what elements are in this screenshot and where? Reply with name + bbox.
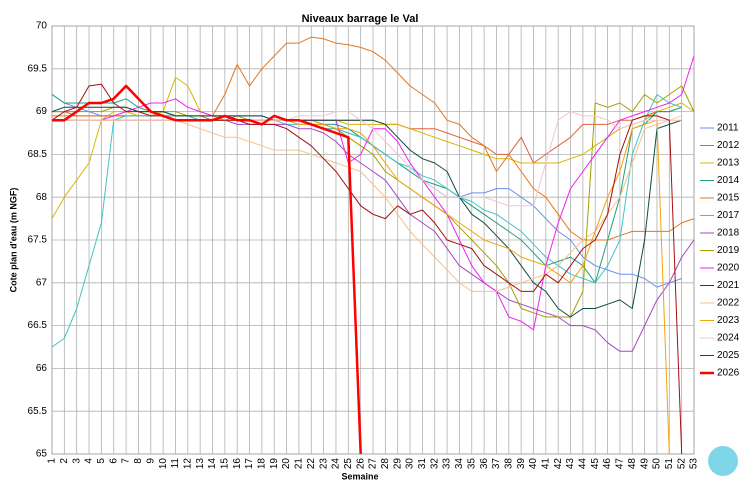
x-tick-label: 39 <box>516 458 527 470</box>
y-tick-label: 68 <box>36 192 48 203</box>
x-tick-label: 8 <box>133 458 144 464</box>
x-tick-label: 25 <box>343 458 354 470</box>
series-line <box>52 84 362 455</box>
legend-label: 2024 <box>717 333 740 344</box>
x-tick-label: 45 <box>590 458 601 470</box>
x-tick-label: 32 <box>429 458 440 470</box>
legend-label: 2015 <box>717 193 740 204</box>
x-tick-label: 34 <box>454 458 465 470</box>
x-axis-label: Semaine <box>341 471 378 481</box>
x-tick-label: 28 <box>380 458 391 470</box>
y-tick-label: 70 <box>36 21 48 32</box>
x-tick-label: 16 <box>232 458 243 470</box>
x-tick-label: 20 <box>281 458 292 470</box>
y-tick-label: 67.5 <box>28 235 48 246</box>
x-tick-label: 33 <box>442 458 453 470</box>
x-tick-label: 7 <box>121 458 132 464</box>
x-tick-label: 47 <box>615 458 626 470</box>
legend-label: 2011 <box>717 123 739 134</box>
x-tick-label: 13 <box>195 458 206 470</box>
x-tick-label: 11 <box>170 458 181 469</box>
x-tick-label: 14 <box>207 458 218 470</box>
x-tick-label: 43 <box>565 458 576 470</box>
x-tick-label: 51 <box>664 458 675 470</box>
x-tick-label: 37 <box>491 458 502 470</box>
x-tick-label: 5 <box>96 458 107 464</box>
legend-label: 2023 <box>717 315 740 326</box>
x-tick-label: 23 <box>318 458 329 470</box>
logo-icon <box>708 446 738 476</box>
legend-label: 2021 <box>717 280 740 291</box>
legend-label: 2020 <box>717 263 740 274</box>
x-tick-label: 30 <box>405 458 416 470</box>
x-tick-label: 18 <box>257 458 268 470</box>
x-tick-label: 21 <box>294 458 305 470</box>
x-tick-label: 6 <box>108 458 119 464</box>
series-line <box>51 83 683 455</box>
legend-label: 2014 <box>717 175 740 186</box>
x-tick-label: 27 <box>368 458 379 470</box>
x-tick-label: 3 <box>71 458 82 464</box>
y-tick-label: 69 <box>36 106 48 117</box>
series-line <box>51 76 695 219</box>
y-tick-label: 65 <box>36 449 48 460</box>
x-tick-label: 2 <box>59 458 70 464</box>
x-tick-label: 41 <box>540 458 551 470</box>
x-tick-label: 53 <box>689 458 700 470</box>
series-line <box>51 106 682 318</box>
y-tick-label: 65.5 <box>28 406 48 417</box>
x-tick-label: 42 <box>553 458 564 470</box>
legend-label: 2012 <box>717 140 740 151</box>
x-tick-label: 17 <box>244 458 255 470</box>
x-tick-label: 52 <box>676 458 687 470</box>
legend-label: 2018 <box>717 228 740 239</box>
x-tick-label: 1 <box>47 458 58 464</box>
x-tick-label: 9 <box>145 458 156 464</box>
x-tick-label: 50 <box>652 458 663 470</box>
legend-label: 2019 <box>717 245 740 256</box>
y-tick-label: 66 <box>36 363 48 374</box>
series-line <box>52 111 682 207</box>
y-tick-label: 67 <box>36 277 48 288</box>
x-tick-label: 46 <box>602 458 613 470</box>
legend-label: 2025 <box>717 350 740 361</box>
x-tick-label: 12 <box>182 458 193 470</box>
x-tick-label: 15 <box>219 458 230 470</box>
x-tick-label: 4 <box>84 458 95 464</box>
y-tick-label: 69.5 <box>28 63 48 74</box>
x-tick-label: 49 <box>639 458 650 470</box>
y-tick-label: 66.5 <box>28 320 48 331</box>
legend-label: 2022 <box>717 298 740 309</box>
x-tick-label: 38 <box>503 458 514 470</box>
x-tick-label: 26 <box>355 458 366 470</box>
x-tick-label: 10 <box>158 458 169 470</box>
x-tick-label: 31 <box>417 458 428 470</box>
chart-title: Niveaux barrage le Val <box>302 13 419 25</box>
y-tick-label: 68.5 <box>28 149 48 160</box>
legend-label: 2013 <box>717 158 740 169</box>
x-tick-label: 44 <box>578 458 589 470</box>
x-tick-label: 36 <box>479 458 490 470</box>
x-tick-label: 24 <box>331 458 342 470</box>
y-axis-label: Cote plan d'eau (m NGF) <box>8 188 18 293</box>
x-tick-label: 19 <box>269 458 280 470</box>
x-tick-label: 48 <box>627 458 638 470</box>
legend-label: 2017 <box>717 210 740 221</box>
x-tick-label: 40 <box>528 458 539 470</box>
x-tick-label: 22 <box>306 458 317 470</box>
x-tick-label: 29 <box>392 458 403 470</box>
x-tick-label: 35 <box>466 458 477 470</box>
legend-label: 2026 <box>717 368 740 379</box>
